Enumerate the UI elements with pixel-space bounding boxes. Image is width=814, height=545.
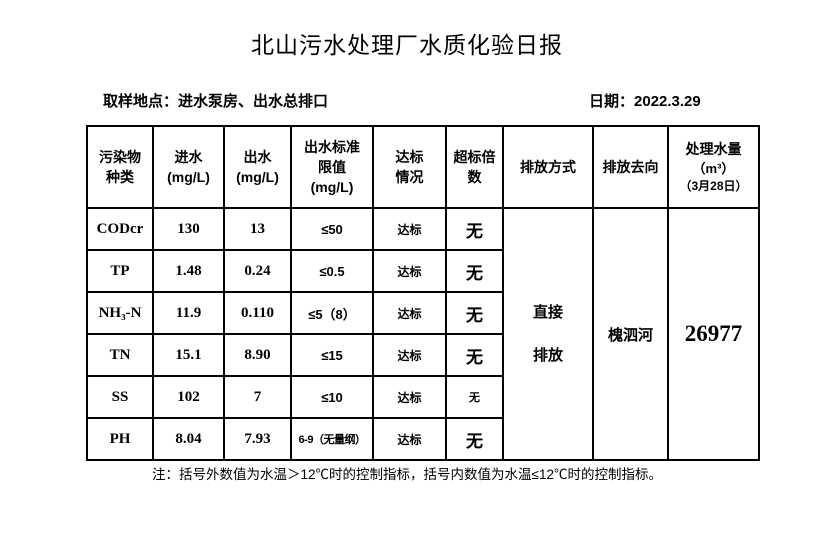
cell-pollutant: SS [86, 375, 154, 419]
cell-status: 达标 [372, 333, 447, 377]
cell-exceed: 无 [445, 291, 504, 335]
cell-status: 达标 [372, 417, 447, 461]
cell-outflow: 0.110 [223, 291, 292, 335]
col-header-discharge-mode: 排放方式 [502, 125, 594, 209]
cell-exceed: 无 [445, 333, 504, 377]
cell-discharge-destination: 槐泗河 [592, 207, 669, 461]
volume-header-date: （3月28日） [679, 178, 748, 193]
cell-inflow: 1.48 [152, 249, 225, 293]
cell-pollutant: TP [86, 249, 154, 293]
cell-limit: ≤5（8） [290, 291, 374, 335]
table-row: PH 8.04 7.93 6-9（无量纲） 达标 无 [86, 417, 759, 461]
cell-pollutant: CODcr [86, 207, 154, 251]
cell-status: 达标 [372, 249, 447, 293]
cell-outflow: 7.93 [223, 417, 292, 461]
cell-outflow: 0.24 [223, 249, 292, 293]
col-header-pollutant: 污染物 种类 [86, 125, 154, 209]
cell-limit: ≤10 [290, 375, 374, 419]
cell-exceed: 无 [445, 207, 504, 251]
cell-inflow: 15.1 [152, 333, 225, 377]
cell-limit: ≤0.5 [290, 249, 374, 293]
cell-status: 达标 [372, 291, 447, 335]
cell-limit: 6-9（无量纲） [290, 417, 374, 461]
table-row: NH₃-N 11.9 0.110 ≤5（8） 达标 无 [86, 291, 759, 335]
table-row: CODcr 130 13 ≤50 达标 无 直接 排放 槐泗河 26977 [86, 207, 760, 461]
report-date-label: 日期：2022.3.29 [589, 93, 701, 110]
cell-outflow: 7 [223, 375, 292, 419]
col-header-treated-volume: 处理水量 （m³） （3月28日） [667, 125, 760, 209]
footnote: 注：括号外数值为水温＞12℃时的控制指标，括号内数值为水温≤12℃时的控制指标。 [152, 467, 662, 482]
cell-status: 达标 [372, 375, 447, 419]
cell-status: 达标 [372, 207, 447, 251]
water-quality-table: 污染物 种类 进水 (mg/L) 出水 (mg/L) 出水标准 限值 (mg/L… [86, 125, 760, 461]
cell-pollutant: TN [86, 333, 154, 377]
col-header-exceed: 超标倍 数 [445, 125, 504, 209]
cell-treated-volume: 26977 [667, 207, 760, 461]
cell-limit: ≤50 [290, 207, 374, 251]
cell-pollutant: NH₃-N [86, 291, 154, 335]
cell-exceed: 无 [445, 417, 504, 461]
table-header-row: 污染物 种类 进水 (mg/L) 出水 (mg/L) 出水标准 限值 (mg/L… [86, 125, 760, 209]
volume-header-unit: （m³） [692, 160, 735, 176]
sampling-location-label: 取样地点：进水泵房、出水总排口 [103, 93, 329, 110]
cell-inflow: 8.04 [152, 417, 225, 461]
col-header-inflow: 进水 (mg/L) [152, 125, 225, 209]
cell-exceed: 无 [445, 249, 504, 293]
cell-outflow: 13 [223, 207, 292, 251]
col-header-discharge-destination: 排放去向 [592, 125, 669, 209]
cell-discharge-mode: 直接 排放 [502, 207, 594, 461]
cell-outflow: 8.90 [223, 333, 292, 377]
cell-inflow: 102 [152, 375, 225, 419]
cell-pollutant: PH [86, 417, 154, 461]
col-header-status: 达标 情况 [372, 125, 447, 209]
table-row: TP 1.48 0.24 ≤0.5 达标 无 [86, 249, 759, 293]
page-title: 北山污水处理厂水质化验日报 [251, 33, 563, 59]
cell-exceed: 无 [445, 375, 504, 419]
table-row: TN 15.1 8.90 ≤15 达标 无 [86, 333, 759, 377]
col-header-outflow: 出水 (mg/L) [223, 125, 292, 209]
cell-limit: ≤15 [290, 333, 374, 377]
volume-header-title: 处理水量 [685, 141, 742, 158]
cell-inflow: 11.9 [152, 291, 225, 335]
col-header-limit: 出水标准 限值 (mg/L) [290, 125, 374, 209]
table-row: SS 102 7 ≤10 达标 无 [86, 375, 759, 419]
cell-inflow: 130 [152, 207, 225, 251]
